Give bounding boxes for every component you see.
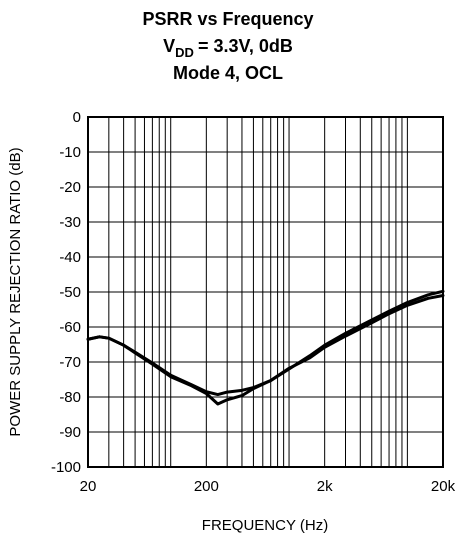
- series-line-2: [86, 294, 445, 406]
- y-tick-label: -50: [59, 284, 81, 301]
- chart-title-line-1: PSRR vs Frequency: [142, 9, 313, 29]
- x-tick-labels: 20 200 2k 20k: [80, 478, 456, 495]
- y-axis-label: POWER SUPPLY REJECTION RATIO (dB): [7, 147, 24, 436]
- plot-frame: [87, 116, 444, 468]
- series-line-1: [86, 289, 445, 397]
- y-tick-label: -80: [59, 389, 81, 406]
- series-group: [86, 289, 445, 406]
- x-tick-label: 20: [80, 478, 97, 495]
- y-tick-label: -100: [51, 459, 81, 476]
- grid: [88, 117, 443, 467]
- chart-title-line-2-text: = 3.3V, 0dB: [198, 36, 293, 56]
- x-tick-label: 20k: [431, 478, 456, 495]
- x-tick-label: 200: [194, 478, 219, 495]
- y-tick-label: -70: [59, 354, 81, 371]
- y-tick-label: -40: [59, 249, 81, 266]
- y-tick-labels: 0 -10 -20 -30 -40 -50 -60 -70 -80 -90 -100: [51, 109, 81, 476]
- y-tick-label: -90: [59, 424, 81, 441]
- y-tick-label: 0: [73, 109, 81, 126]
- chart-title-vdd-subscript: DD: [175, 45, 194, 60]
- chart-title-line-2: VDD = 3.3V, 0dB: [163, 36, 293, 60]
- chart-title-vdd: V: [163, 36, 175, 56]
- y-tick-label: -60: [59, 319, 81, 336]
- x-tick-label: 2k: [317, 478, 333, 495]
- x-axis-label: FREQUENCY (Hz): [202, 517, 328, 534]
- y-tick-label: -10: [59, 144, 81, 161]
- y-tick-label: -30: [59, 214, 81, 231]
- y-tick-label: -20: [59, 179, 81, 196]
- chart-title-line-3: Mode 4, OCL: [173, 63, 283, 83]
